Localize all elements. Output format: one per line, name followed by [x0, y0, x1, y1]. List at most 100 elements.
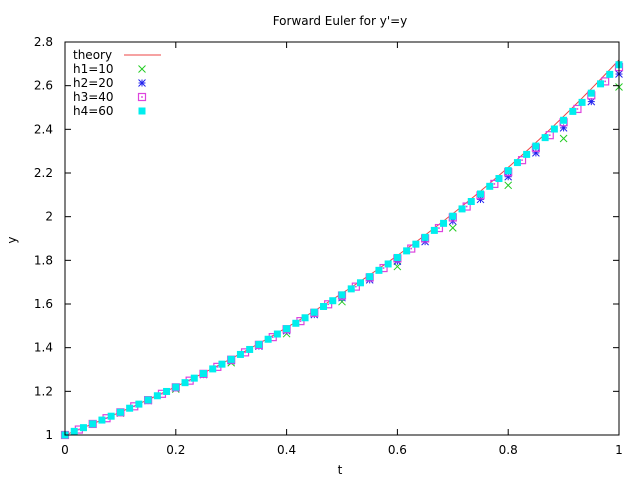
- data-point: [98, 416, 106, 424]
- data-point: [393, 253, 401, 261]
- data-point: [448, 224, 457, 232]
- y-tick-label: 1.4: [34, 341, 53, 355]
- x-tick-label: 0.2: [166, 443, 185, 457]
- data-point: [421, 233, 429, 241]
- data-point: [218, 360, 226, 368]
- data-point: [126, 404, 134, 412]
- x-tick-label: 1: [615, 443, 623, 457]
- ticks-layer: 0 0.2 0.4 0.6 0.8 1 1 1.2 1.4 1.6 1.8 2 2.2 2.4 2.6 2.8: [34, 35, 623, 457]
- data-point: [107, 412, 115, 420]
- data-point: [523, 150, 531, 158]
- legend-item: h3=40: [73, 90, 147, 104]
- y-tick-label: 2.8: [34, 35, 53, 49]
- data-point: [163, 387, 171, 395]
- data-point: [597, 80, 605, 88]
- legend-swatch: [138, 65, 146, 73]
- data-point: [79, 424, 87, 432]
- y-tick-label: 1.2: [34, 384, 53, 398]
- legend-swatch: [137, 92, 147, 102]
- data-point: [541, 134, 549, 142]
- data-point: [273, 330, 281, 338]
- legend-item: theory: [73, 48, 161, 62]
- legend-label: h1=10: [73, 62, 114, 76]
- legend-label: h3=40: [73, 90, 114, 104]
- data-point: [356, 279, 364, 287]
- series-layer: [60, 59, 624, 440]
- data-point: [440, 219, 448, 227]
- data-point: [412, 240, 420, 248]
- theory-curve: [64, 59, 620, 436]
- x-axis-label: t: [338, 463, 343, 477]
- legend-swatch: [138, 79, 146, 87]
- data-point: [486, 182, 494, 190]
- data-point: [569, 107, 577, 115]
- legend-item: h4=60: [73, 104, 146, 118]
- legend-item: h2=20: [73, 76, 146, 90]
- data-point: [144, 396, 152, 404]
- data-point: [292, 319, 300, 327]
- data-point: [338, 291, 346, 299]
- data-point: [560, 116, 568, 124]
- data-point: [559, 134, 568, 143]
- data-point: [606, 70, 614, 78]
- data-point: [116, 408, 124, 416]
- y-tick-label: 2.4: [34, 122, 53, 136]
- chart-title: Forward Euler for y'=y: [273, 14, 408, 28]
- data-point: [209, 365, 217, 373]
- y-tick-label: 2: [45, 210, 53, 224]
- data-point: [236, 350, 244, 358]
- data-point: [310, 308, 318, 316]
- data-point: [458, 205, 466, 213]
- data-point: [375, 266, 383, 274]
- data-point: [477, 190, 484, 198]
- legend-label: h4=60: [73, 104, 114, 118]
- legend-swatch: [138, 107, 146, 115]
- data-point: [255, 340, 263, 348]
- data-point: [200, 370, 207, 378]
- data-point: [504, 181, 513, 190]
- data-point: [495, 175, 503, 183]
- data-point: [70, 427, 78, 435]
- legend-label: theory: [73, 48, 112, 62]
- data-point: [504, 167, 512, 175]
- x-tick-label: 0.6: [388, 443, 407, 457]
- data-point: [504, 172, 513, 181]
- data-point: [532, 149, 540, 157]
- x-tick-label: 0: [61, 443, 69, 457]
- data-point: [513, 159, 521, 167]
- data-point: [172, 383, 180, 391]
- data-point: [403, 247, 411, 255]
- data-point: [384, 260, 392, 268]
- y-tick-label: 1: [45, 428, 53, 442]
- data-point: [227, 355, 235, 363]
- data-point: [532, 142, 540, 150]
- y-tick-label: 1.8: [34, 253, 53, 267]
- series-theory: [64, 59, 620, 436]
- data-point: [153, 392, 161, 400]
- plot-frame: [64, 41, 620, 436]
- data-point: [366, 273, 374, 281]
- data-point: [89, 420, 97, 428]
- data-point: [587, 89, 595, 97]
- data-point: [550, 125, 558, 133]
- series-h3=40: [60, 62, 624, 440]
- data-point: [347, 285, 355, 293]
- data-point: [467, 198, 475, 206]
- data-point: [329, 297, 337, 305]
- data-point: [246, 345, 254, 353]
- y-tick-label: 2.2: [34, 166, 53, 180]
- x-tick-label: 0.4: [277, 443, 296, 457]
- legend-label: h2=20: [73, 76, 114, 90]
- data-point: [320, 303, 328, 311]
- y-tick-label: 1.6: [34, 297, 53, 311]
- series-h4=60: [61, 61, 623, 439]
- data-point: [190, 374, 198, 382]
- data-point: [135, 400, 143, 408]
- legend-item: h1=10: [73, 62, 146, 76]
- data-point: [449, 212, 457, 220]
- y-axis-label: y: [5, 236, 19, 243]
- data-point: [181, 379, 189, 387]
- series-h1=10: [61, 83, 623, 439]
